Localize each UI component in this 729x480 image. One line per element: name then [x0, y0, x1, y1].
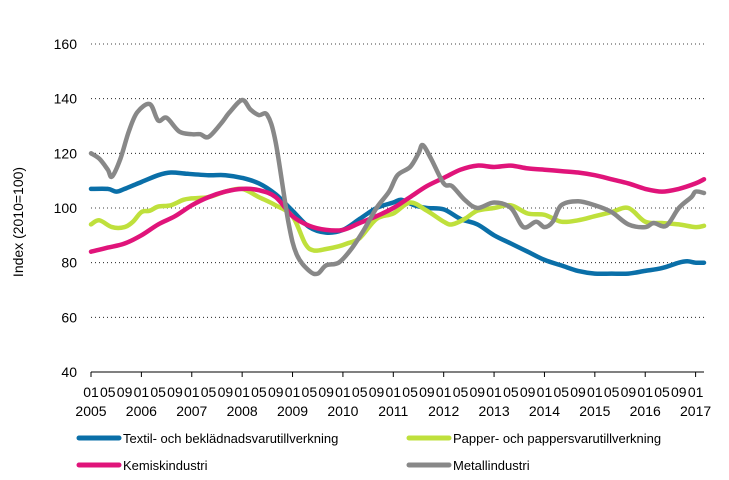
- x-tick-label-2010-01: 01: [335, 384, 351, 400]
- x-year-label-2011: 2011: [378, 403, 408, 419]
- x-tick-label-2012-01: 01: [436, 384, 452, 400]
- x-year-label-2008: 2008: [227, 403, 258, 419]
- x-tick-label-2005-01: 01: [83, 384, 99, 400]
- x-tick-label-2015-01: 01: [587, 384, 603, 400]
- y-tick-label-120: 120: [54, 145, 78, 161]
- y-tick-label-160: 160: [54, 36, 78, 52]
- legend-label-textil: Textil- och beklädnadsvarutillverkning: [123, 431, 338, 446]
- x-tick-label-2009-05: 05: [302, 384, 318, 400]
- x-year-label-2014: 2014: [529, 403, 560, 419]
- x-tick-label-2012-05: 05: [453, 384, 469, 400]
- legend-label-kemi: Kemiskindustri: [123, 458, 208, 473]
- x-year-label-2006: 2006: [126, 403, 157, 419]
- x-year-label-2015: 2015: [579, 403, 610, 419]
- series-line-3: [88, 97, 707, 277]
- x-tick-label-2012-09: 09: [469, 384, 485, 400]
- x-tick-label-2005-05: 05: [100, 384, 116, 400]
- x-year-label-2017: 2017: [680, 403, 711, 419]
- x-tick-label-2006-01: 01: [134, 384, 150, 400]
- y-tick-label-100: 100: [54, 200, 78, 216]
- x-tick-label-2009-09: 09: [318, 384, 334, 400]
- x-tick-label-2013-05: 05: [503, 384, 519, 400]
- x-tick-label-2013-09: 09: [520, 384, 536, 400]
- series-line-1: [88, 186, 707, 253]
- x-year-label-2010: 2010: [327, 403, 358, 419]
- y-tick-label-140: 140: [54, 91, 78, 107]
- x-year-label-2012: 2012: [428, 403, 459, 419]
- legend-label-metall: Metallindustri: [453, 458, 530, 473]
- x-tick-label-2008-05: 05: [251, 384, 267, 400]
- x-tick-label-2014-01: 01: [537, 384, 553, 400]
- legend-label-papper: Papper- och pappersvarutillverkning: [453, 431, 661, 446]
- x-axis-ticks: [90, 372, 697, 377]
- x-tick-label-2006-09: 09: [167, 384, 183, 400]
- x-tick-label-2009-01: 01: [285, 384, 301, 400]
- x-year-label-2007: 2007: [176, 403, 207, 419]
- x-tick-label-2007-01: 01: [184, 384, 200, 400]
- x-tick-label-2015-09: 09: [621, 384, 637, 400]
- legend: Textil- och beklädnadsvarutillverkning P…: [76, 431, 661, 473]
- x-tick-label-2005-09: 09: [117, 384, 133, 400]
- x-tick-label-2007-05: 05: [201, 384, 217, 400]
- x-tick-label-2014-09: 09: [570, 384, 586, 400]
- x-tick-label-2013-01: 01: [486, 384, 502, 400]
- x-tick-label-2006-05: 05: [150, 384, 166, 400]
- x-tick-label-2011-01: 01: [386, 384, 402, 400]
- y-axis-label: Index (2010=100): [10, 167, 26, 277]
- x-tick-label-2015-05: 05: [604, 384, 620, 400]
- series-lines: [88, 97, 707, 277]
- x-tick-label-2008-09: 09: [268, 384, 284, 400]
- x-tick-label-2010-09: 09: [369, 384, 385, 400]
- x-tick-label-2014-05: 05: [553, 384, 569, 400]
- x-year-label-2013: 2013: [478, 403, 509, 419]
- y-tick-label-60: 60: [61, 309, 77, 325]
- x-tick-label-2010-05: 05: [352, 384, 368, 400]
- y-tick-label-40: 40: [61, 364, 77, 380]
- y-tick-label-80: 80: [61, 255, 77, 271]
- x-tick-label-2016-09: 09: [671, 384, 687, 400]
- x-year-label-2009: 2009: [277, 403, 308, 419]
- x-tick-label-2007-09: 09: [218, 384, 234, 400]
- x-tick-label-2016-01: 01: [637, 384, 653, 400]
- series-line-0: [88, 170, 707, 277]
- y-axis-tick-labels: 40 60 80 100 120 140 160: [54, 36, 78, 380]
- series-line-2: [88, 163, 707, 254]
- x-tick-label-2017-01: 01: [688, 384, 704, 400]
- x-tick-label-2011-09: 09: [419, 384, 435, 400]
- x-tick-label-2016-05: 05: [654, 384, 670, 400]
- x-tick-label-2008-01: 01: [234, 384, 250, 400]
- x-year-label-2016: 2016: [630, 403, 661, 419]
- x-year-label-2005: 2005: [75, 403, 106, 419]
- x-tick-label-2011-05: 05: [402, 384, 418, 400]
